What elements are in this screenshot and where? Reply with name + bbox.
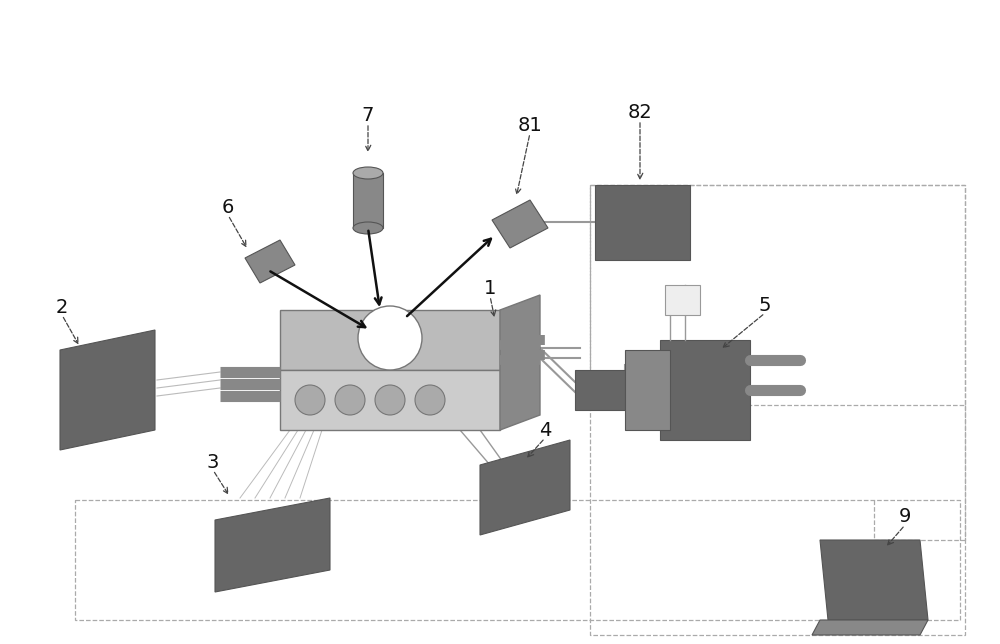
Text: 5: 5 (759, 296, 771, 314)
Bar (595, 185, 690, 260)
Bar (665, 285, 700, 315)
Polygon shape (480, 440, 570, 535)
Text: 6: 6 (222, 198, 234, 216)
Circle shape (375, 385, 405, 415)
Circle shape (358, 306, 422, 370)
Circle shape (335, 385, 365, 415)
Text: 9: 9 (899, 507, 911, 527)
Polygon shape (215, 498, 330, 592)
Bar (575, 370, 625, 410)
Ellipse shape (353, 222, 383, 234)
Text: 81: 81 (518, 115, 542, 135)
Polygon shape (812, 620, 928, 635)
Polygon shape (500, 295, 540, 430)
Polygon shape (280, 370, 500, 430)
Text: 2: 2 (56, 298, 68, 316)
Polygon shape (492, 200, 548, 248)
Bar (353, 173, 383, 228)
Bar (590, 185, 965, 635)
Polygon shape (245, 240, 295, 283)
Text: 4: 4 (539, 421, 551, 439)
Ellipse shape (353, 167, 383, 179)
Circle shape (415, 385, 445, 415)
Text: 82: 82 (628, 102, 652, 122)
Text: 3: 3 (207, 453, 219, 471)
Text: 1: 1 (484, 278, 496, 298)
Circle shape (295, 385, 325, 415)
Polygon shape (820, 540, 928, 620)
Bar (75, 500, 960, 620)
Bar (660, 340, 750, 440)
Polygon shape (60, 330, 155, 450)
Text: 7: 7 (362, 106, 374, 124)
Bar (625, 350, 670, 430)
Bar (590, 185, 965, 405)
Polygon shape (280, 310, 500, 370)
